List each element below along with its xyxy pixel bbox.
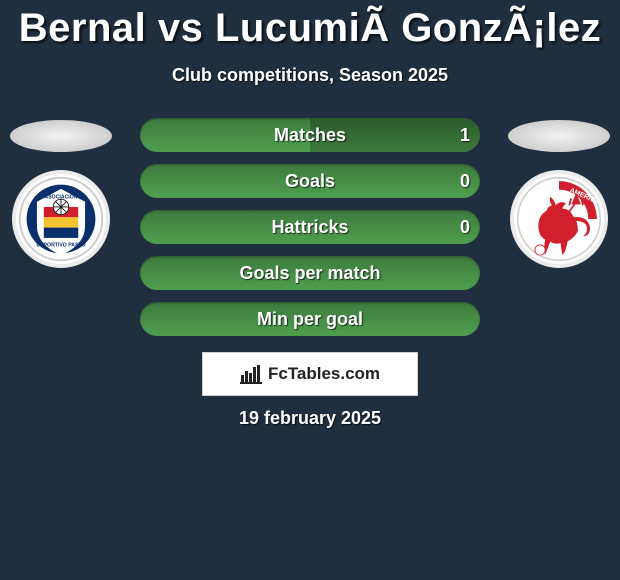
stat-value-right: 0 bbox=[460, 210, 470, 244]
stat-row: Matches 1 bbox=[0, 118, 620, 152]
stat-bar: Goals 0 bbox=[140, 164, 480, 198]
stat-label: Hattricks bbox=[271, 217, 348, 238]
fctables-attribution[interactable]: FcTables.com bbox=[202, 352, 418, 396]
stat-label: Goals bbox=[285, 171, 335, 192]
page-title: Bernal vs LucumiÃ GonzÃ¡lez bbox=[0, 0, 620, 51]
fctables-label: FcTables.com bbox=[268, 364, 380, 384]
stats-area: Matches 1 Goals 0 Hattricks 0 Goals per match M… bbox=[0, 118, 620, 348]
stat-label: Matches bbox=[274, 125, 346, 146]
stat-row: Goals per match bbox=[0, 256, 620, 290]
stat-label: Goals per match bbox=[239, 263, 380, 284]
stat-bar: Hattricks 0 bbox=[140, 210, 480, 244]
stat-row: Goals 0 bbox=[0, 164, 620, 198]
stat-bar: Min per goal bbox=[140, 302, 480, 336]
stat-bar: Matches 1 bbox=[140, 118, 480, 152]
comparison-widget: Bernal vs LucumiÃ GonzÃ¡lez Club competi… bbox=[0, 0, 620, 580]
bar-chart-icon bbox=[240, 364, 262, 384]
comparison-date: 19 february 2025 bbox=[0, 408, 620, 429]
stat-row: Hattricks 0 bbox=[0, 210, 620, 244]
stat-row: Min per goal bbox=[0, 302, 620, 336]
stat-value-right: 0 bbox=[460, 164, 470, 198]
stat-value-right: 1 bbox=[460, 118, 470, 152]
page-subtitle: Club competitions, Season 2025 bbox=[0, 65, 620, 86]
stat-bar: Goals per match bbox=[140, 256, 480, 290]
stat-label: Min per goal bbox=[257, 309, 363, 330]
